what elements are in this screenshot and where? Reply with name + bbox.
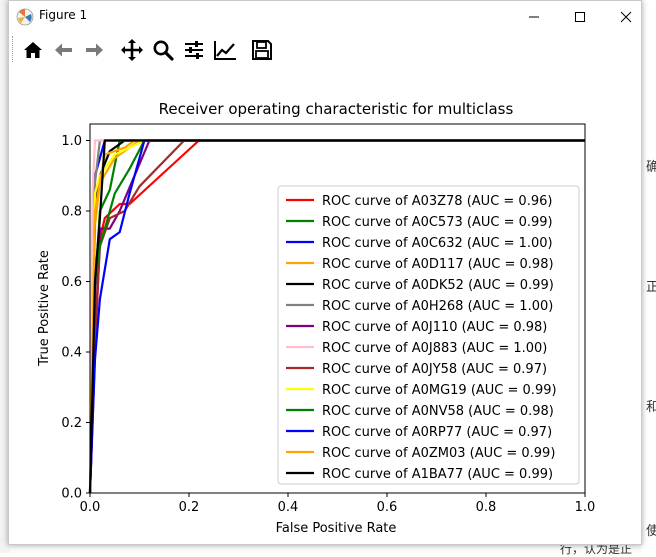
background-char: 确 [646, 160, 656, 175]
maximize-icon [575, 11, 585, 22]
legend-entry: ROC curve of A0D117 (AUC = 0.98) [322, 257, 554, 272]
legend-entry: ROC curve of A1BA77 (AUC = 0.99) [322, 467, 553, 482]
plot-lines [88, 139, 585, 494]
x-tick-label: 0.6 [377, 500, 398, 515]
y-tick-label: 0.8 [61, 205, 82, 220]
window-title: Figure 1 [39, 8, 88, 22]
navigation-toolbar [9, 32, 641, 68]
legend-entry: ROC curve of A03Z78 (AUC = 0.96) [322, 194, 552, 209]
background-char: 使 [646, 524, 656, 539]
legend-entry: ROC curve of A0RP77 (AUC = 0.97) [322, 425, 552, 440]
minimize-icon [529, 16, 539, 17]
forward-button[interactable] [80, 36, 108, 64]
zoom-button[interactable] [149, 36, 177, 64]
legend-entry: ROC curve of A0C632 (AUC = 1.00) [322, 236, 553, 251]
y-tick-label: 0.4 [61, 346, 82, 361]
legend-entry: ROC curve of A0DK52 (AUC = 0.99) [322, 278, 554, 293]
y-tick-label: 0.0 [61, 487, 82, 502]
title-bar: Figure 1 [9, 1, 641, 32]
back-arrow-icon [55, 43, 72, 57]
legend-entry: ROC curve of A0H268 (AUC = 1.00) [322, 299, 553, 314]
roc-chart: Receiver operating characteristic for mu… [37, 100, 595, 536]
x-tick-label: 0.0 [80, 500, 101, 515]
maximize-button[interactable] [557, 1, 603, 32]
y-tick-label: 1.0 [61, 134, 82, 149]
save-floppy-icon [252, 40, 272, 60]
x-tick-label: 0.8 [476, 500, 497, 515]
roc-curve-series [88, 139, 585, 494]
legend-entry: ROC curve of A0J110 (AUC = 0.98) [322, 320, 547, 335]
legend-box [277, 185, 580, 485]
pan-button[interactable] [118, 36, 146, 64]
y-axis-label: True Positive Rate [37, 250, 52, 367]
x-tick-label: 1.0 [575, 500, 596, 515]
axis-ticks: 0.0 0.2 0.4 0.6 0.8 1.0 0.0 0.2 0.4 0.6 0.8 1.0 [61, 134, 595, 515]
configure-subplots-button[interactable] [180, 36, 208, 64]
save-button[interactable] [248, 36, 276, 64]
background-right-strip [642, 0, 656, 553]
legend-entry: ROC curve of A0JY58 (AUC = 0.97) [322, 362, 547, 377]
edit-axis-icon [214, 41, 236, 60]
background-char: 和 [646, 400, 656, 415]
pan-move-icon [121, 39, 143, 61]
chart-title: Receiver operating characteristic for mu… [159, 100, 514, 118]
minimize-button[interactable] [511, 1, 557, 32]
legend-entry: ROC curve of A0J883 (AUC = 1.00) [322, 341, 547, 356]
toolbar-grip [12, 36, 16, 62]
legend: ROC curve of A03Z78 (AUC = 0.96) ROC curv… [277, 185, 580, 485]
roc-curve-series [88, 139, 585, 494]
edit-axis-button[interactable] [211, 36, 239, 64]
figure-canvas[interactable]: Receiver operating characteristic for mu… [9, 68, 641, 544]
subplots-sliders-icon [185, 41, 203, 59]
close-icon [620, 11, 632, 22]
legend-entry: ROC curve of A0C573 (AUC = 0.99) [322, 215, 553, 230]
roc-curve-series [88, 139, 585, 494]
y-tick-label: 0.2 [61, 416, 82, 431]
legend-entry: ROC curve of A0ZM03 (AUC = 0.99) [322, 446, 555, 461]
forward-arrow-icon [86, 43, 103, 57]
home-button[interactable] [19, 36, 47, 64]
legend-entry: ROC curve of A0MG19 (AUC = 0.99) [322, 383, 557, 398]
y-tick-label: 0.6 [61, 275, 82, 290]
background-left-strip [0, 0, 10, 553]
matplotlib-app-icon [16, 8, 34, 26]
x-tick-label: 0.2 [179, 500, 200, 515]
close-button[interactable] [603, 1, 649, 32]
x-tick-label: 0.4 [278, 500, 299, 515]
figure-window: Figure 1 [8, 0, 642, 545]
plot-axes-frame [89, 123, 586, 494]
zoom-magnifier-icon [153, 40, 174, 61]
x-axis-label: False Positive Rate [276, 521, 397, 536]
back-button[interactable] [50, 36, 78, 64]
background-char: 正 [646, 280, 656, 295]
home-icon [24, 42, 42, 58]
legend-entry: ROC curve of A0NV58 (AUC = 0.98) [322, 404, 554, 419]
